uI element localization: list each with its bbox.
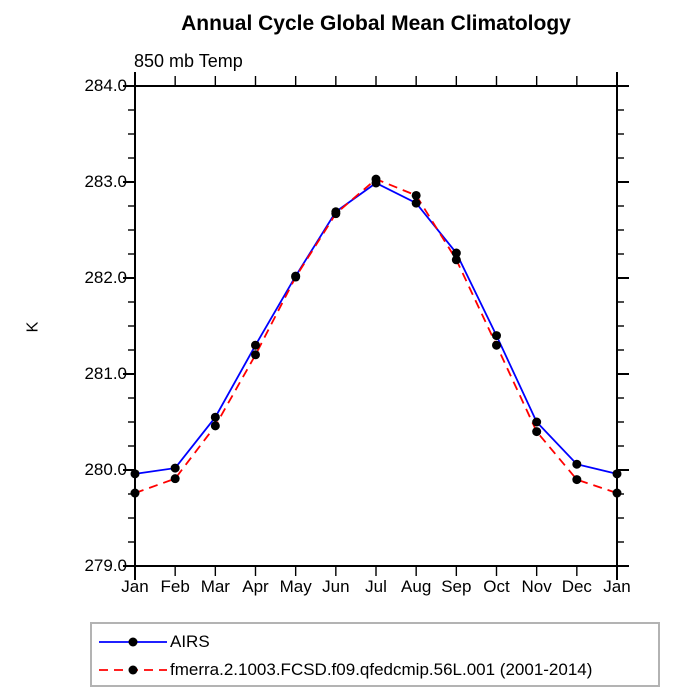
data-point-marker-0 — [612, 469, 622, 479]
legend-sample-fmerra — [99, 665, 167, 675]
x-axis-tick-label: May — [279, 577, 312, 596]
plot-box — [134, 85, 618, 567]
legend-label-airs: AIRS — [170, 632, 210, 651]
data-point-marker-1 — [170, 474, 180, 484]
x-axis-tick-label: Feb — [160, 577, 190, 596]
x-axis-tick-label: Nov — [521, 577, 552, 596]
x-axis-tick-label: Jun — [322, 577, 350, 596]
x-axis-tick-label: Jan — [603, 577, 631, 596]
data-point-marker-0 — [492, 331, 501, 341]
data-point-marker-0 — [130, 469, 140, 479]
y-axis-tick-label: 283.0 — [84, 172, 127, 191]
data-point-marker-1 — [572, 475, 582, 485]
data-point-marker-0 — [572, 459, 582, 469]
legend-sample-airs — [99, 637, 167, 647]
data-point-marker-1 — [612, 488, 622, 498]
x-axis-tick-label: Oct — [483, 577, 510, 596]
data-point-marker-0 — [251, 340, 260, 350]
series-line-1 — [134, 178, 618, 494]
x-axis-tick-label: Mar — [200, 577, 230, 596]
y-axis-tick-label: 280.0 — [84, 460, 127, 479]
data-point-marker-1 — [291, 272, 301, 282]
data-point-marker-1 — [451, 255, 461, 265]
legend-marker-dot — [128, 637, 138, 647]
legend-marker-dot — [128, 665, 138, 675]
data-point-marker-1 — [492, 340, 501, 350]
legend-box: AIRS fmerra.2.1003.FCSD.f09.qfedcmip.56L… — [90, 622, 660, 687]
y-axis-tick-label: 282.0 — [84, 268, 127, 287]
x-axis-tick-label: Jan — [121, 577, 149, 596]
data-point-marker-0 — [411, 198, 421, 208]
data-point-marker-0 — [170, 463, 180, 473]
series-line-0 — [134, 181, 618, 475]
x-axis-tick-label: Aug — [401, 577, 432, 596]
legend-label-fmerra: fmerra.2.1003.FCSD.f09.qfedcmip.56L.001 … — [170, 660, 593, 679]
data-point-marker-1 — [371, 174, 381, 184]
chart-subtitle: 850 mb Temp — [134, 51, 243, 71]
data-point-marker-1 — [210, 421, 220, 431]
data-point-marker-0 — [210, 412, 220, 422]
y-axis-tick-label: 284.0 — [84, 76, 127, 95]
y-axis-tick-label: 279.0 — [84, 556, 127, 575]
chart-title: Annual Cycle Global Mean Climatology — [181, 12, 571, 35]
data-point-marker-1 — [411, 190, 421, 200]
data-point-marker-1 — [532, 427, 542, 437]
x-axis-tick-label: Dec — [561, 577, 592, 596]
x-axis-tick-label: Apr — [242, 577, 269, 596]
data-point-marker-1 — [251, 350, 260, 360]
x-axis-tick-label: Sep — [441, 577, 472, 596]
y-axis-tick-label: 281.0 — [84, 364, 127, 383]
data-point-marker-1 — [331, 209, 341, 219]
x-axis-tick-label: Jul — [365, 577, 387, 596]
data-point-marker-1 — [130, 488, 140, 498]
data-point-marker-0 — [532, 417, 542, 427]
data-point-marker-0 — [451, 248, 461, 258]
